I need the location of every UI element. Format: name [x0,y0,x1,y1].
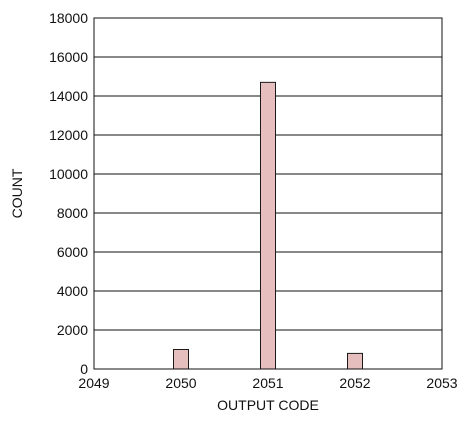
x-axis-title: OUTPUT CODE [217,397,319,413]
y-tick-label: 8000 [57,205,88,221]
y-axis-title: COUNT [9,168,25,218]
y-tick-label: 14000 [49,88,88,104]
y-tick-label: 18000 [49,10,88,26]
bars [173,81,363,370]
y-tick-label: 0 [80,361,88,377]
x-tick-label: 2049 [78,375,109,391]
y-tick-label: 6000 [57,244,88,260]
y-tick-label: 2000 [57,322,88,338]
x-tick-label: 2051 [252,375,283,391]
plot-frame [93,17,443,370]
bar-2051 [260,81,276,370]
x-tick-label: 2053 [426,375,457,391]
y-tick-label: 12000 [49,127,88,143]
x-axis-ticks: 2049 2050 2051 2052 2053 [78,375,457,391]
y-tick-label: 16000 [49,49,88,65]
bar-2050 [173,349,189,370]
y-tick-label: 10000 [49,166,88,182]
x-tick-label: 2052 [339,375,370,391]
y-axis-ticks: 0 2000 4000 6000 8000 10000 12000 14000 16000 180… [49,10,88,377]
bar-2052 [347,352,363,370]
x-tick-label: 2050 [165,375,196,391]
y-tick-label: 4000 [57,283,88,299]
